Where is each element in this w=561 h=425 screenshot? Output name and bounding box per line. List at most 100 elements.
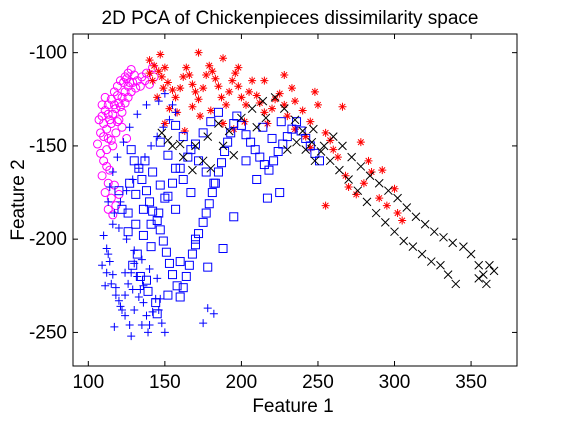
circle-marker <box>99 132 109 142</box>
square-marker <box>141 186 151 196</box>
asterisk-marker <box>205 61 214 70</box>
asterisk-marker <box>382 201 391 210</box>
circle-marker <box>97 100 107 110</box>
asterisk-marker <box>196 112 205 121</box>
cross-marker <box>279 104 289 113</box>
cross-marker <box>258 96 268 106</box>
asterisk-marker <box>252 91 261 100</box>
circle-marker <box>108 141 118 151</box>
circle-marker <box>109 100 119 110</box>
square-marker <box>223 137 233 147</box>
asterisk-marker <box>180 126 189 135</box>
asterisk-marker <box>194 95 203 104</box>
square-marker <box>181 271 191 281</box>
circle-marker <box>99 156 109 166</box>
plus-marker <box>122 186 131 195</box>
plus-marker <box>153 132 162 141</box>
y-tick-label: -200 <box>29 229 67 250</box>
square-marker <box>137 174 147 184</box>
cross-marker <box>319 141 329 151</box>
asterisk-marker <box>150 61 159 70</box>
square-marker <box>164 258 174 268</box>
cross-marker <box>347 152 357 162</box>
square-marker <box>282 132 292 142</box>
asterisk-marker <box>364 156 373 165</box>
asterisk-marker <box>390 184 399 193</box>
asterisk-marker <box>157 72 166 81</box>
asterisk-marker <box>344 182 353 191</box>
asterisk-marker <box>217 93 226 102</box>
cross-marker <box>393 193 402 203</box>
plus-marker <box>110 322 119 331</box>
plus-marker <box>128 175 137 184</box>
x-tick-label: 250 <box>302 372 334 393</box>
cross-marker <box>365 171 375 181</box>
asterisk-marker <box>280 100 289 109</box>
asterisk-marker <box>359 179 368 188</box>
asterisk-marker <box>171 93 180 102</box>
asterisk-marker <box>185 71 194 80</box>
square-marker <box>198 128 208 138</box>
square-marker <box>178 174 188 184</box>
asterisk-marker <box>275 89 284 98</box>
circle-marker <box>111 128 121 138</box>
cross-marker <box>344 175 353 184</box>
square-marker <box>287 124 297 134</box>
cross-marker <box>316 147 326 156</box>
square-marker <box>163 290 173 300</box>
plus-marker <box>145 320 154 329</box>
plus-marker <box>168 100 177 109</box>
asterisk-marker <box>245 87 254 96</box>
plus-marker <box>139 281 148 290</box>
square-marker <box>146 219 156 229</box>
y-tick-label: -150 <box>29 136 67 157</box>
cross-marker <box>362 197 372 207</box>
circle-marker <box>108 109 118 119</box>
cross-marker <box>198 156 208 166</box>
plus-marker <box>128 285 137 294</box>
circle-marker <box>117 107 127 117</box>
asterisk-marker <box>321 128 330 137</box>
square-marker <box>269 156 279 166</box>
cross-marker <box>459 242 468 251</box>
circle-marker <box>126 64 136 74</box>
square-marker <box>138 204 148 214</box>
square-marker <box>186 145 196 155</box>
cross-marker <box>411 212 421 222</box>
cross-marker <box>191 141 200 151</box>
axis-ticks: 100 150 200 250 300 350 -250 -200 -150 -100 <box>29 34 517 393</box>
cross-marker <box>474 260 484 270</box>
circle-marker <box>108 210 118 220</box>
plus-marker <box>144 328 153 337</box>
asterisk-marker <box>163 78 172 87</box>
asterisk-marker <box>176 84 185 93</box>
cross-marker <box>420 219 430 229</box>
asterisk-marker <box>268 104 277 113</box>
cross-marker <box>203 132 213 141</box>
asterisk-marker <box>165 104 174 113</box>
square-marker <box>276 117 286 127</box>
asterisk-marker <box>329 145 338 154</box>
circle-marker <box>105 165 115 175</box>
x-axis-label: Feature 1 <box>252 396 333 417</box>
asterisk-marker <box>301 132 310 141</box>
square-marker <box>175 257 185 267</box>
square-marker <box>146 242 156 252</box>
circle-marker <box>97 171 107 181</box>
cross-marker <box>399 236 409 246</box>
asterisk-marker <box>199 84 208 93</box>
square-marker <box>175 292 185 302</box>
square-marker <box>201 167 211 177</box>
square-marker <box>138 230 148 240</box>
plus-marker <box>113 153 122 162</box>
x-tick-label: 300 <box>379 372 411 393</box>
asterisk-marker <box>219 119 228 128</box>
square-marker <box>155 180 165 190</box>
plus-marker <box>116 197 125 206</box>
x-tick-label: 150 <box>149 372 181 393</box>
asterisk-marker <box>356 138 365 147</box>
circle-marker <box>112 117 122 127</box>
square-marker <box>198 217 208 227</box>
cross-marker <box>163 135 173 145</box>
